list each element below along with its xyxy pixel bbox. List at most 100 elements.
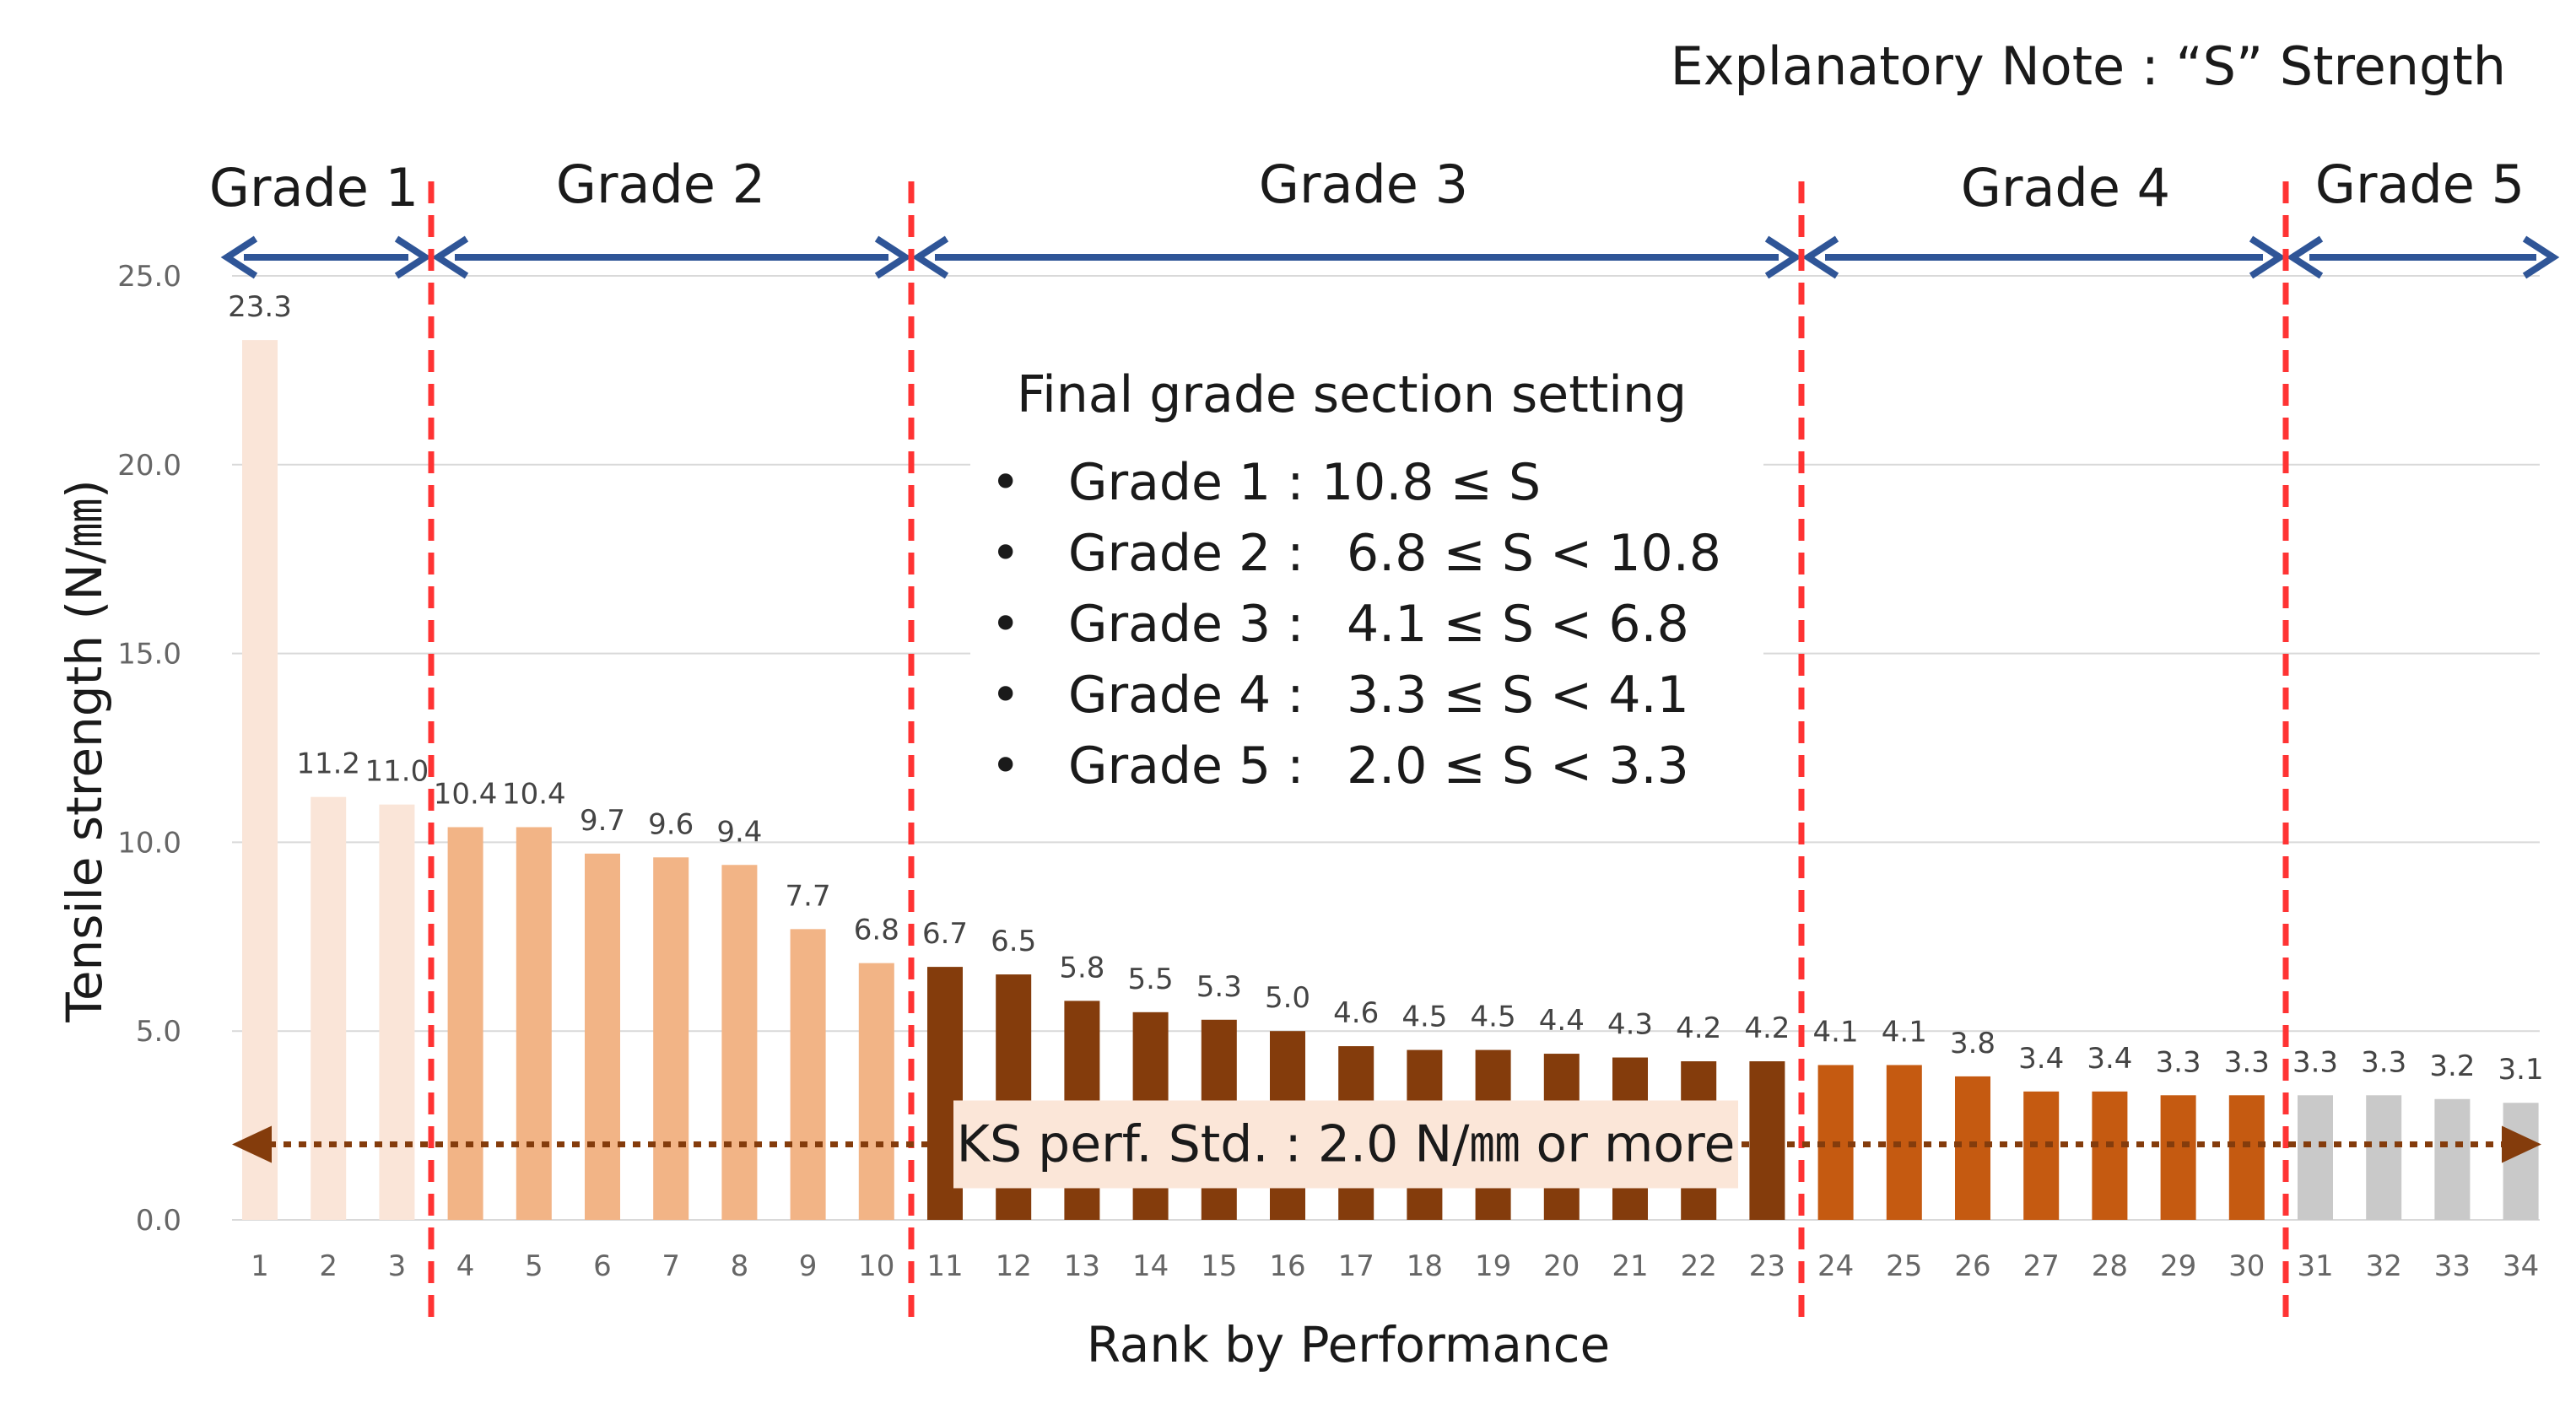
x-axis-ticks: 1 2 3 4 5 6 7 8 9 10 11 12 13 14 15 16 17 18 19 20 21 22 23 24 2…	[251, 1249, 2539, 1283]
grade-label-4: Grade 4	[1961, 157, 2170, 218]
bar-value-label: 6.5	[991, 925, 1036, 958]
grade-arrow-head-right	[2522, 235, 2560, 279]
x-tick-label: 9	[799, 1249, 818, 1283]
x-tick-label: 27	[2023, 1249, 2060, 1283]
bar-value-label: 4.5	[1401, 1001, 1447, 1034]
y-axis-ticks: 0.0 5.0 10.0 15.0 20.0 25.0	[117, 260, 181, 1238]
grade-label-5: Grade 5	[2315, 154, 2525, 215]
y-tick-label: 25.0	[117, 260, 181, 294]
x-tick-label: 24	[1817, 1249, 1854, 1283]
bar-value-label: 3.3	[2361, 1045, 2406, 1079]
legend-background	[970, 350, 1763, 780]
bar-value-label: 3.8	[1950, 1027, 1995, 1060]
bar-value-label: 3.3	[2292, 1045, 2338, 1079]
bar-value-label: 4.2	[1676, 1011, 1721, 1045]
bar	[379, 804, 415, 1220]
grade-label-3: Grade 3	[1259, 154, 1468, 215]
grade-arrow-head-left	[431, 235, 469, 279]
x-tick-label: 12	[996, 1249, 1032, 1283]
bar-value-label: 23.3	[228, 290, 292, 324]
bar	[858, 963, 894, 1220]
y-tick-label: 5.0	[136, 1015, 181, 1049]
bar	[2228, 1095, 2265, 1220]
y-tick-label: 20.0	[117, 449, 181, 483]
x-tick-label: 16	[1269, 1249, 1305, 1283]
bar	[585, 853, 620, 1220]
bar	[2092, 1091, 2128, 1220]
ks-standard-label: KS perf. Std. : 2.0 N/㎜ or more	[957, 1114, 1736, 1173]
bar-value-label: 5.5	[1128, 963, 1174, 996]
bar	[1886, 1065, 1922, 1220]
grade-arrow-head-left	[911, 235, 949, 279]
bar-value-label: 9.7	[580, 804, 625, 838]
grade-arrow-head-left	[2286, 235, 2324, 279]
grade-arrow-head-left	[220, 235, 258, 279]
x-tick-label: 8	[731, 1249, 749, 1283]
x-tick-label: 10	[858, 1249, 894, 1283]
bar	[790, 929, 826, 1220]
bar-value-label: 10.4	[434, 777, 498, 811]
x-tick-label: 7	[662, 1249, 680, 1283]
bar	[2160, 1095, 2196, 1220]
bar-value-label: 4.3	[1607, 1008, 1653, 1042]
bar	[447, 827, 483, 1220]
bar-value-label: 4.4	[1539, 1004, 1585, 1038]
y-axis-title: Tensile strength (N/㎜)	[56, 479, 113, 1023]
x-tick-label: 6	[593, 1249, 612, 1283]
bar-value-label: 3.4	[2018, 1042, 2064, 1076]
x-tick-label: 15	[1201, 1249, 1237, 1283]
grade-arrow-head-right	[874, 235, 912, 279]
grade-arrow-head-right	[394, 235, 432, 279]
bar-value-label: 5.3	[1196, 970, 1242, 1004]
explanatory-note: Explanatory Note : “S” Strength	[1671, 35, 2506, 97]
grade-legend: Final grade section setting • Grade 1 : …	[970, 350, 1763, 796]
legend-grade-5: Grade 5 :	[1068, 736, 1304, 796]
x-tick-label: 19	[1475, 1249, 1511, 1283]
ks-arrow-right-head	[2502, 1125, 2541, 1163]
legend-range-5: 2.0 ≤ S < 3.3	[1347, 736, 1689, 796]
bar-value-label: 4.6	[1333, 996, 1379, 1030]
bar	[2298, 1095, 2333, 1220]
x-tick-label: 13	[1064, 1249, 1100, 1283]
bar	[721, 865, 758, 1220]
grade-arrow-head-right	[1764, 235, 1802, 279]
legend-bullet-2: •	[991, 524, 1020, 583]
bar-value-label: 3.1	[2498, 1053, 2544, 1087]
grade-label-2: Grade 2	[556, 154, 765, 215]
x-tick-label: 30	[2228, 1249, 2265, 1283]
legend-range-3: 4.1 ≤ S < 6.8	[1347, 595, 1689, 654]
x-tick-label: 18	[1407, 1249, 1443, 1283]
y-tick-label: 15.0	[117, 638, 181, 672]
legend-bullet-1: •	[991, 453, 1020, 512]
x-tick-label: 17	[1338, 1249, 1374, 1283]
legend-grade-3: Grade 3 :	[1068, 595, 1304, 654]
x-tick-label: 32	[2366, 1249, 2402, 1283]
ks-standard-label-box	[953, 1100, 1738, 1189]
bar-value-label: 11.2	[296, 747, 360, 781]
bar	[242, 340, 278, 1220]
y-tick-label: 0.0	[136, 1204, 181, 1238]
legend-range-4: 3.3 ≤ S < 4.1	[1347, 666, 1689, 725]
x-tick-label: 22	[1681, 1249, 1717, 1283]
legend-grade-2: Grade 2 :	[1068, 524, 1304, 583]
bar	[311, 796, 347, 1220]
legend-range-2: 6.8 ≤ S < 10.8	[1347, 524, 1721, 583]
x-tick-label: 31	[2297, 1249, 2333, 1283]
bar-value-label: 3.4	[2087, 1042, 2132, 1076]
bar	[2366, 1095, 2402, 1220]
legend-grade-1: Grade 1 :	[1068, 453, 1304, 512]
bar-value-labels: 23.311.2 11.010.4 10.49.7 9.6 9.47.76.8 6.7 6.…	[228, 290, 2543, 1087]
bar-value-label: 3.3	[2224, 1045, 2270, 1079]
legend-bullet-5: •	[991, 736, 1020, 796]
bar	[2023, 1091, 2060, 1220]
bar-value-label: 6.8	[854, 914, 899, 947]
x-tick-label: 26	[1954, 1249, 1990, 1283]
x-tick-label: 29	[2160, 1249, 2196, 1283]
bar	[1749, 1061, 1785, 1220]
bar-value-label: 4.1	[1882, 1015, 1927, 1049]
grade-dividers	[428, 181, 2289, 1324]
bar-value-label: 7.7	[786, 879, 831, 913]
x-tick-label: 34	[2503, 1249, 2539, 1283]
ks-standard: KS perf. Std. : 2.0 N/㎜ or more	[232, 1100, 2541, 1189]
